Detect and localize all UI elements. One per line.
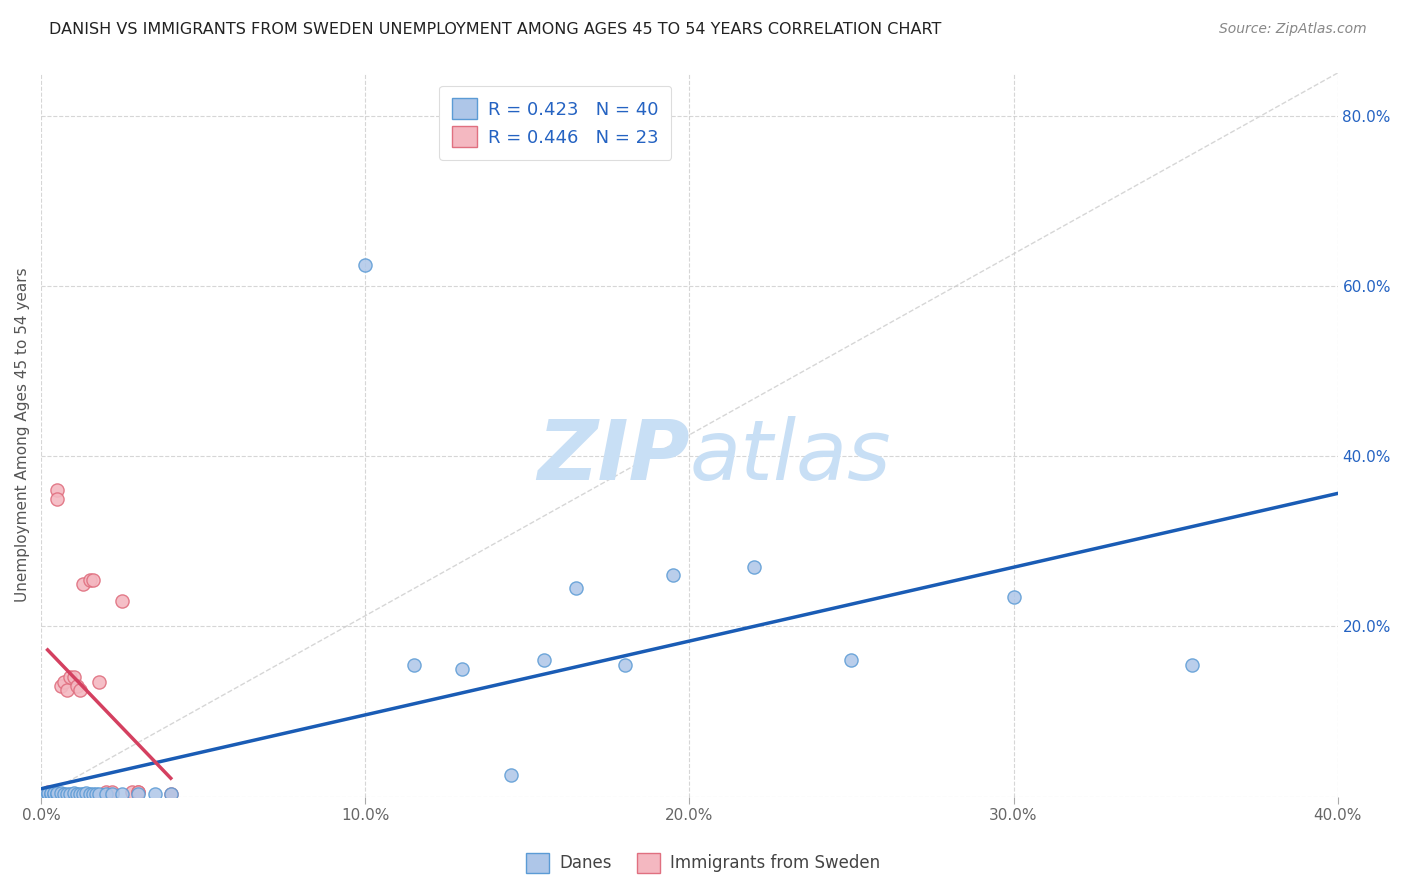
Point [46, 787, 69, 801]
Point [52, 674, 75, 689]
Point [79, 787, 101, 801]
Point [46, 491, 69, 506]
Point [39, 787, 62, 801]
Text: Source: ZipAtlas.com: Source: ZipAtlas.com [1219, 22, 1367, 37]
Point [39, 785, 62, 799]
Point [62, 671, 84, 685]
Point [89, 787, 111, 801]
Point [121, 785, 143, 799]
Text: atlas: atlas [689, 416, 891, 497]
Point [76, 786, 98, 800]
Point [101, 787, 124, 801]
Point [501, 768, 523, 782]
Point [127, 787, 149, 801]
Point [42, 787, 65, 801]
Point [39, 786, 62, 800]
Point [159, 787, 181, 801]
Point [143, 787, 166, 801]
Point [72, 577, 94, 591]
Point [94, 787, 117, 801]
Text: DANISH VS IMMIGRANTS FROM SWEDEN UNEMPLOYMENT AMONG AGES 45 TO 54 YEARS CORRELAT: DANISH VS IMMIGRANTS FROM SWEDEN UNEMPLO… [49, 22, 942, 37]
Point [46, 786, 69, 800]
Point [52, 787, 75, 801]
Point [82, 573, 104, 587]
Point [69, 683, 91, 698]
Point [82, 787, 104, 801]
Point [84, 787, 107, 801]
Point [451, 662, 474, 676]
Point [59, 787, 82, 801]
Point [1181, 657, 1204, 672]
Point [56, 683, 79, 698]
Point [79, 573, 101, 587]
Point [37, 785, 59, 799]
Text: ZIP: ZIP [537, 416, 689, 497]
Point [533, 653, 555, 667]
Point [1002, 590, 1025, 604]
Point [111, 787, 134, 801]
Point [613, 657, 636, 672]
Point [37, 786, 59, 800]
Point [34, 787, 56, 801]
Point [89, 674, 111, 689]
Point [742, 559, 765, 574]
Point [49, 679, 72, 693]
Y-axis label: Unemployment Among Ages 45 to 54 years: Unemployment Among Ages 45 to 54 years [15, 268, 30, 602]
Point [42, 786, 65, 800]
Point [565, 581, 588, 595]
Point [66, 787, 89, 801]
Point [72, 787, 94, 801]
Point [62, 786, 84, 800]
Point [59, 671, 82, 685]
Legend: Danes, Immigrants from Sweden: Danes, Immigrants from Sweden [519, 847, 887, 880]
Point [37, 787, 59, 801]
Point [69, 787, 91, 801]
Point [46, 483, 69, 498]
Point [94, 785, 117, 799]
Point [127, 785, 149, 799]
Point [127, 785, 149, 799]
Point [49, 786, 72, 800]
Point [841, 653, 863, 667]
Point [42, 785, 65, 799]
Point [159, 787, 181, 801]
Legend: R = 0.423   N = 40, R = 0.446   N = 23: R = 0.423 N = 40, R = 0.446 N = 23 [439, 86, 671, 160]
Point [101, 785, 124, 799]
Point [56, 787, 79, 801]
Point [354, 258, 377, 272]
Point [662, 568, 685, 582]
Point [111, 594, 134, 608]
Point [66, 679, 89, 693]
Point [402, 657, 425, 672]
